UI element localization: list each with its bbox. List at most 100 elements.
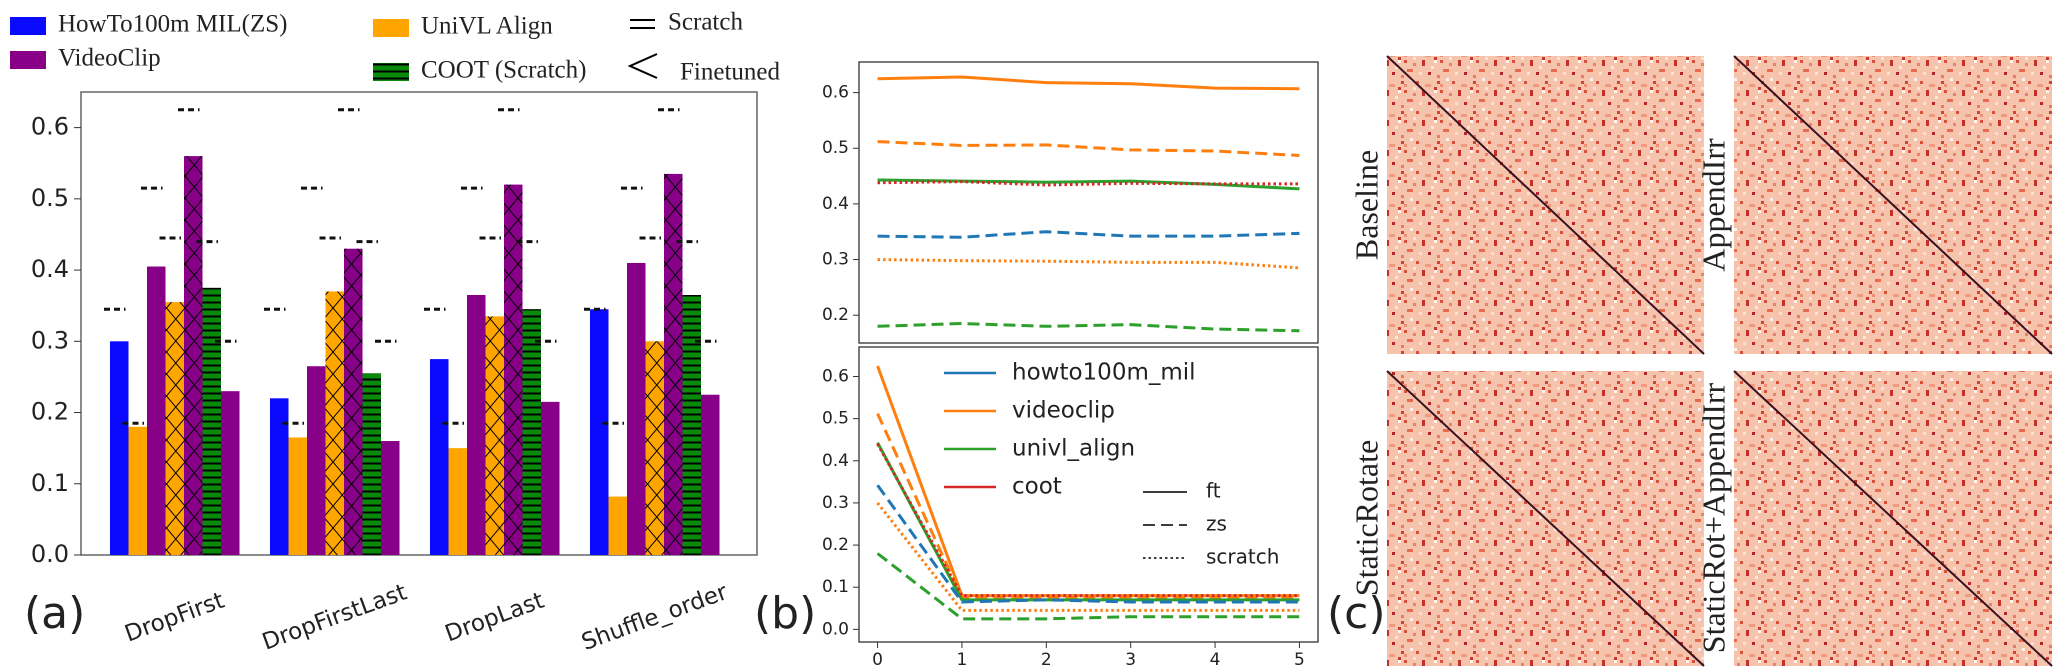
line <box>877 75 1300 91</box>
panel-label: (c) <box>1327 588 1386 639</box>
bar-hatch <box>522 309 541 555</box>
line <box>876 502 1300 612</box>
x-tick-label: DropFirst <box>121 588 227 648</box>
legend-swatch <box>10 51 46 69</box>
legend-label: videoclip <box>1012 398 1115 424</box>
plot-frame <box>858 61 1319 344</box>
line <box>877 180 1300 187</box>
line <box>876 441 1300 602</box>
legend-label: UniVL Align <box>421 13 553 40</box>
legend-label: HowTo100m MIL(ZS) <box>58 11 287 38</box>
bar-hatch <box>485 316 504 555</box>
line <box>876 412 1300 600</box>
bar-hatch <box>645 341 664 555</box>
y-tick-label: 0.5 <box>822 138 849 158</box>
heatmap-diagonal <box>1386 370 1705 667</box>
legend-label: univl_align <box>1012 436 1135 462</box>
line <box>877 322 1300 333</box>
panel-label: (b) <box>754 588 816 639</box>
y-tick-label: 0.2 <box>31 398 69 426</box>
legend-label: VideoClip <box>58 45 161 72</box>
line <box>877 230 1300 239</box>
y-tick-label: 0.3 <box>822 250 849 270</box>
bar <box>430 359 449 555</box>
x-tick-label: 1 <box>957 650 968 670</box>
bar <box>627 262 646 555</box>
y-tick-label: 0.2 <box>822 305 849 325</box>
y-tick-label: 0.6 <box>822 367 849 387</box>
heatmap-label: StaticRot+AppendIrr <box>1695 382 1731 653</box>
bar <box>128 426 147 555</box>
legend-hatch <box>373 63 409 81</box>
bar-hatch <box>504 184 523 555</box>
legend: HowTo100m MIL(ZS) VideoClip UniVL Align COO… <box>10 9 780 86</box>
legend-label: howto100m_mil <box>1012 360 1196 386</box>
legend-label: coot <box>1012 474 1062 500</box>
legend-label: scratch <box>1206 545 1279 569</box>
legend-swatch <box>10 17 46 35</box>
x-tick-label: 5 <box>1294 650 1305 670</box>
y-tick-label: 0.4 <box>822 451 849 471</box>
bar-hatch <box>362 373 381 555</box>
x-tick-label: DropLast <box>442 588 548 648</box>
bar <box>448 448 467 555</box>
heatmap-diagonal <box>1733 55 2053 355</box>
y-tick-label: 0.4 <box>822 194 849 214</box>
bar-hatch <box>202 287 221 555</box>
y-tick-label: 0.3 <box>822 493 849 513</box>
y-tick-label: 0.1 <box>31 469 69 497</box>
legend-label: zs <box>1206 512 1227 536</box>
line <box>877 140 1300 157</box>
bar <box>701 394 720 555</box>
y-tick-label: 0.0 <box>31 540 69 568</box>
y-tick-label: 0.4 <box>31 255 69 283</box>
bar <box>608 496 627 555</box>
line <box>877 178 1300 191</box>
x-tick-label: 0 <box>872 650 883 670</box>
x-tick-label: Shuffle_order <box>578 579 731 656</box>
panel-label: (a) <box>24 588 85 639</box>
heatmap-diagonal <box>1733 370 2053 667</box>
line <box>876 443 1300 598</box>
bar <box>147 266 166 555</box>
y-tick-label: 0.5 <box>822 409 849 429</box>
line <box>877 258 1300 270</box>
y-tick-label: 0.6 <box>822 83 849 103</box>
x-tick-label: 3 <box>1125 650 1136 670</box>
plot-frame <box>858 346 1319 643</box>
bar-hatch <box>682 295 701 555</box>
y-tick-label: 0.2 <box>822 535 849 555</box>
bar-hatch <box>184 156 203 555</box>
bar <box>110 341 129 555</box>
heatmap-label: AppendIrr <box>1695 138 1731 272</box>
y-tick-label: 0.1 <box>822 577 849 597</box>
heatmap-label: StaticRotate <box>1348 440 1384 596</box>
y-tick-label: 0.3 <box>31 326 69 354</box>
bar <box>467 295 486 555</box>
heatmap-label: Baseline <box>1348 150 1384 260</box>
bar <box>307 366 326 555</box>
legend-label: Scratch <box>668 9 743 36</box>
bar <box>541 401 560 555</box>
y-tick-label: 0.5 <box>31 184 69 212</box>
x-tick-label: 2 <box>1041 650 1052 670</box>
bar-hatch <box>325 291 344 555</box>
plot-frame <box>80 91 758 556</box>
bar <box>381 441 400 555</box>
bar <box>221 391 240 555</box>
bar <box>288 437 307 555</box>
y-tick-label: 0.0 <box>822 619 849 639</box>
bar-hatch <box>664 173 683 555</box>
bar <box>590 309 609 555</box>
legend-label: ft <box>1206 479 1221 503</box>
x-tick-label: DropFirstLast <box>259 579 410 655</box>
legend-swatch <box>373 19 409 37</box>
bar-hatch <box>165 302 184 555</box>
bar <box>270 398 289 555</box>
legend-symbol <box>627 53 658 79</box>
x-tick-label: 4 <box>1210 650 1221 670</box>
y-tick-label: 0.6 <box>31 113 69 141</box>
legend-label: COOT (Scratch) <box>421 57 586 84</box>
heatmap-diagonal <box>1386 55 1705 355</box>
